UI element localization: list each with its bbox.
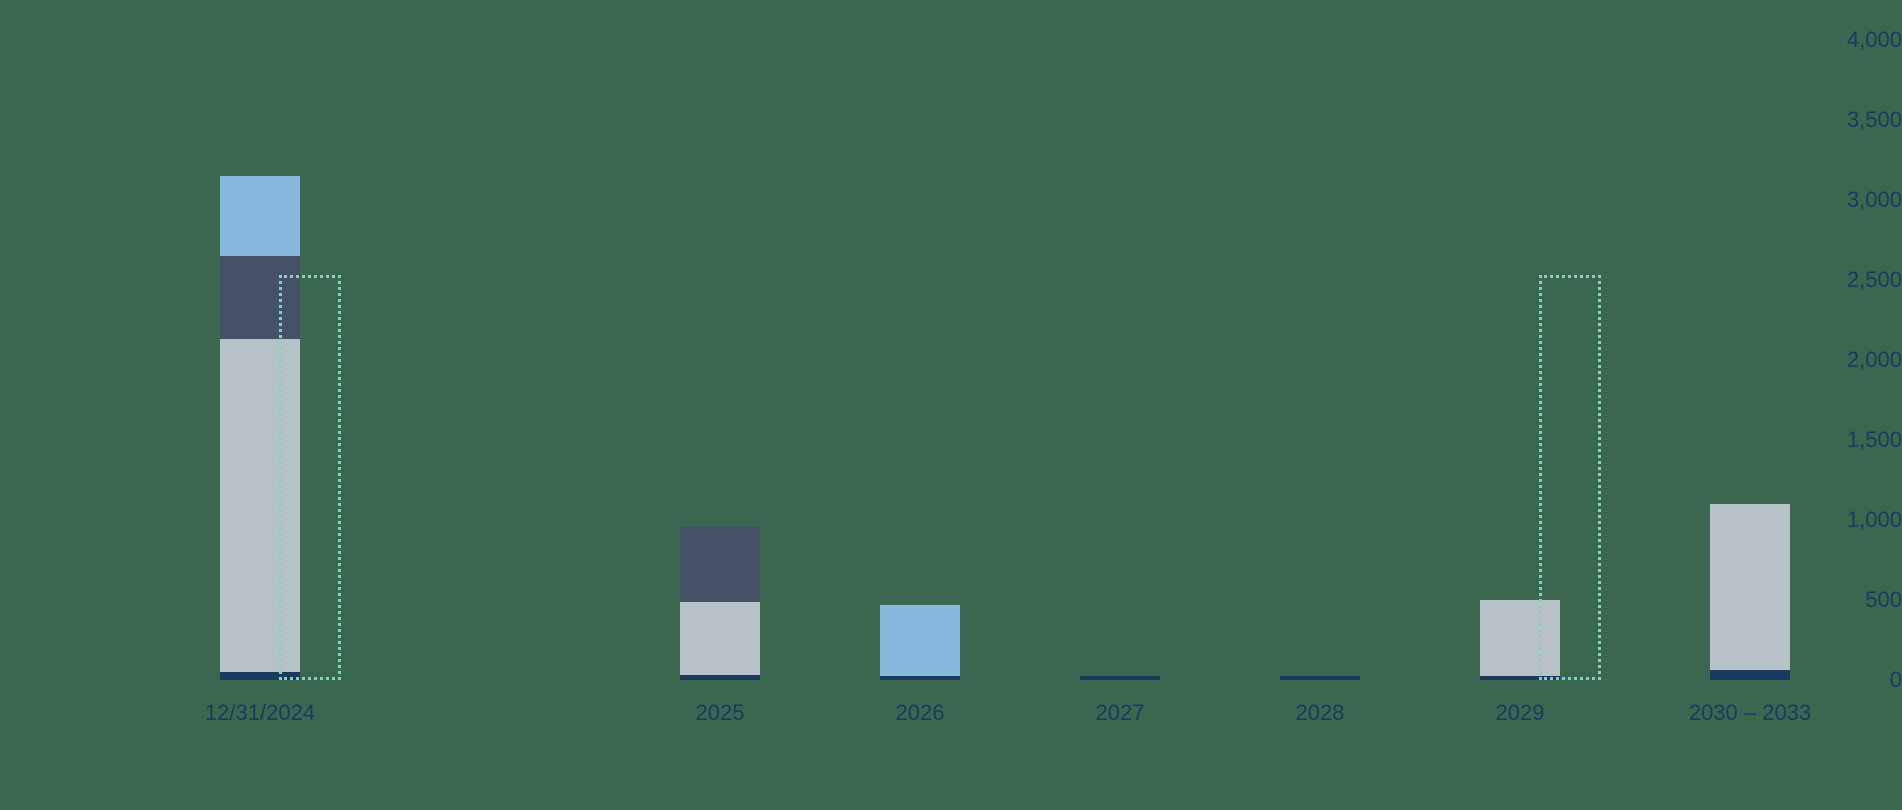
bar-group [1710, 504, 1790, 680]
bar-group [880, 605, 960, 680]
y-tick-label: 4,000 [1762, 27, 1902, 53]
bar-group [1280, 676, 1360, 680]
y-tick-label: 3,500 [1762, 107, 1902, 133]
bar-segment [680, 526, 760, 601]
bar-group [1080, 676, 1160, 680]
x-tick-label: 2027 [1096, 700, 1145, 726]
x-tick-label: 2029 [1496, 700, 1545, 726]
overlay-bar [1539, 275, 1601, 680]
bar-segment [680, 675, 760, 680]
y-tick-label: 2,500 [1762, 267, 1902, 293]
x-tick-label: 2028 [1296, 700, 1345, 726]
bar-segment [1080, 676, 1160, 680]
x-tick-label: 2025 [696, 700, 745, 726]
y-tick-label: 3,000 [1762, 187, 1902, 213]
x-tick-label: 2026 [896, 700, 945, 726]
maturity-chart: 05001,0001,5002,0002,5003,0003,5004,0001… [0, 0, 1902, 810]
bar-segment [880, 676, 960, 680]
bar-segment [1710, 504, 1790, 670]
bar-segment [680, 602, 760, 676]
y-tick-label: 1,500 [1762, 427, 1902, 453]
bar-segment [1710, 670, 1790, 680]
x-tick-label: 12/31/2024 [205, 700, 315, 726]
bar-group [680, 526, 760, 680]
overlay-bar [279, 275, 341, 680]
bar-segment [1280, 676, 1360, 680]
x-tick-label: 2030 – 2033 [1689, 700, 1811, 726]
bar-segment [880, 605, 960, 676]
bar-segment [220, 176, 300, 256]
y-tick-label: 2,000 [1762, 347, 1902, 373]
